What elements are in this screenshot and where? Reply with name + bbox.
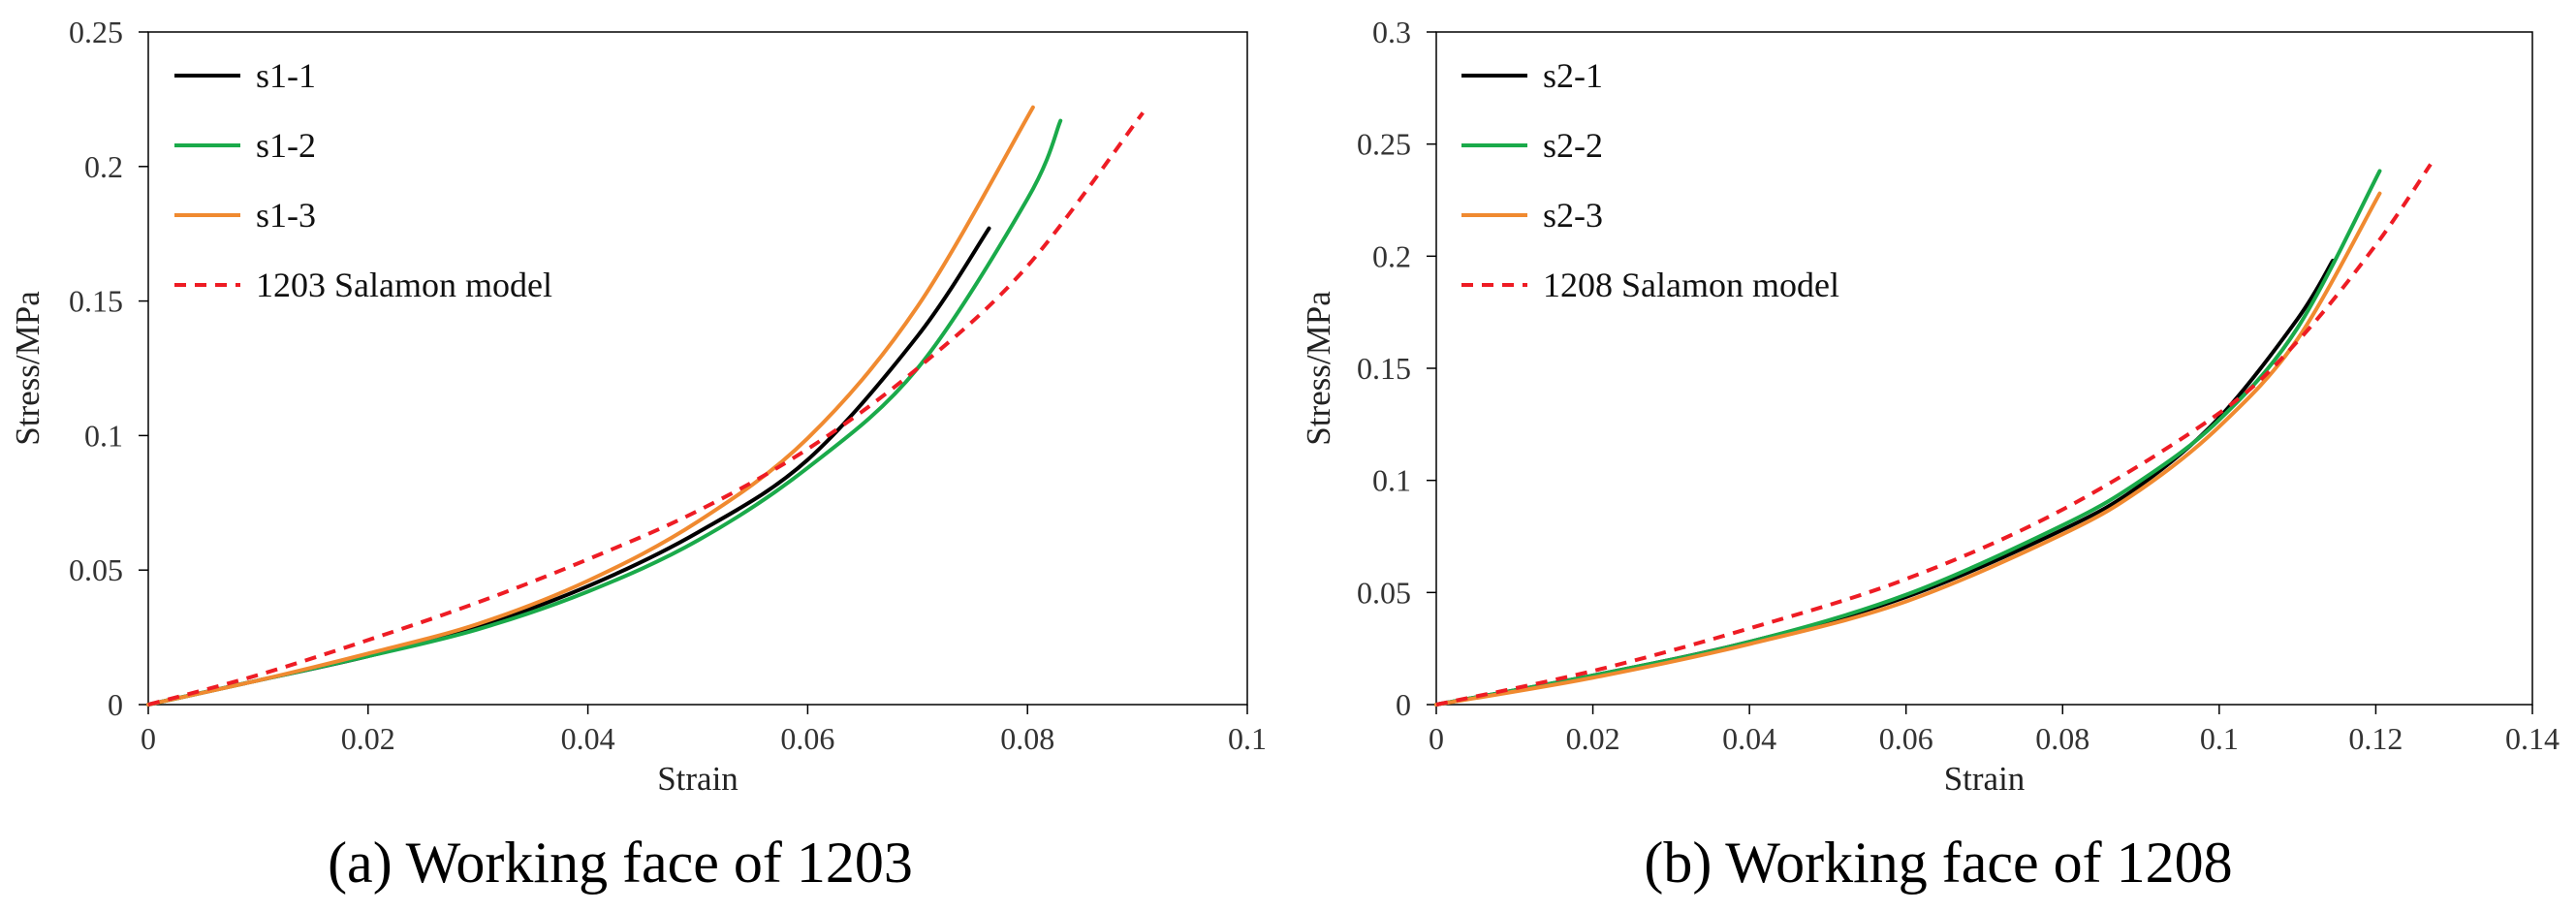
y-tick-label-b-3: 0.15 (1357, 351, 1411, 386)
legend-label-a-3: 1203 Salamon model (256, 266, 552, 304)
series-line-b-3 (1435, 163, 2433, 707)
caption-a: (a) Working face of 1203 (328, 831, 913, 895)
x-tick-label-a-5: 0.1 (1228, 721, 1267, 756)
chart-working-face-1203: 0 0.02 0.04 0.06 0.08 0.1 0 0.05 0.1 0.15 0.2 0.25 S… (9, 15, 1267, 895)
legend-label-b-1: s2-2 (1543, 126, 1603, 165)
y-tick-label-b-2: 0.1 (1372, 463, 1411, 498)
y-tick-label-a-5: 0.25 (69, 15, 123, 49)
x-tick-label-b-0: 0 (1429, 721, 1444, 756)
x-tick-label-b-1: 0.02 (1566, 721, 1620, 756)
x-tick-label-a-0: 0 (141, 721, 156, 756)
y-tick-label-b-0: 0 (1396, 687, 1411, 722)
legend-label-b-2: s2-3 (1543, 196, 1603, 235)
chart-working-face-1208: 0 0.02 0.04 0.06 0.08 0.1 0.12 0.14 0 0.05 0.1 0.15… (1300, 15, 2560, 895)
x-tick-label-b-5: 0.1 (2200, 721, 2239, 756)
y-tick-label-b-1: 0.05 (1357, 575, 1411, 610)
y-tick-label-b-4: 0.2 (1372, 238, 1411, 273)
x-tick-label-a-3: 0.06 (780, 721, 834, 756)
x-tick-label-a-4: 0.08 (1000, 721, 1054, 756)
x-tick-label-a-1: 0.02 (341, 721, 395, 756)
caption-b: (b) Working face of 1208 (1644, 831, 2232, 895)
y-axis-label-b: Stress/MPa (1300, 291, 1337, 446)
x-tick-label-a-2: 0.04 (561, 721, 615, 756)
y-tick-label-a-2: 0.1 (84, 418, 123, 453)
y-axis-label-a: Stress/MPa (9, 291, 47, 446)
y-tick-label-a-3: 0.15 (69, 284, 123, 319)
y-tick-label-a-0: 0 (108, 687, 123, 722)
x-axis-label-a: Strain (657, 760, 738, 798)
x-tick-label-b-6: 0.12 (2348, 721, 2403, 756)
series-line-a-2 (146, 105, 1035, 707)
legend-label-b-0: s2-1 (1543, 56, 1603, 95)
y-tick-label-b-6: 0.3 (1372, 15, 1411, 49)
legend-label-a-2: s1-3 (256, 196, 316, 235)
y-tick-label-a-1: 0.05 (69, 552, 123, 587)
y-tick-label-a-4: 0.2 (84, 149, 123, 184)
x-tick-label-b-3: 0.06 (1879, 721, 1933, 756)
series-line-b-0 (1434, 258, 2335, 707)
legend-label-a-1: s1-2 (256, 126, 316, 165)
y-tick-label-b-5: 0.25 (1357, 127, 1411, 162)
legend-label-b-3: 1208 Salamon model (1543, 266, 1839, 304)
x-axis-label-b: Strain (1944, 760, 2026, 798)
plot-area-a (147, 31, 1248, 706)
x-tick-label-b-7: 0.14 (2505, 721, 2560, 756)
x-tick-label-b-4: 0.08 (2035, 721, 2089, 756)
series-line-b-1 (1434, 169, 2382, 707)
series-line-a-3 (147, 111, 1145, 707)
x-tick-label-b-2: 0.04 (1722, 721, 1776, 756)
legend-label-a-0: s1-1 (256, 56, 316, 95)
